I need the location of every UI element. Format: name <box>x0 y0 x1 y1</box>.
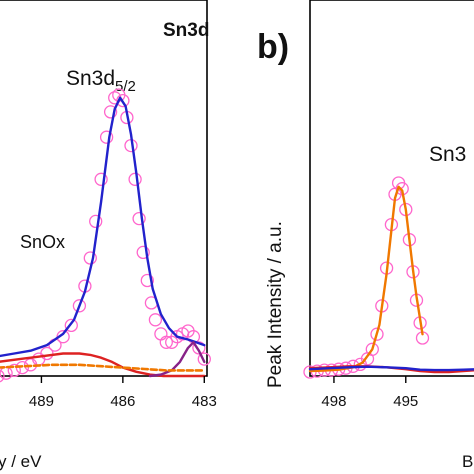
panel-a-x-tick-label: 486 <box>110 393 135 410</box>
annotation-snox: SnOx <box>20 232 65 252</box>
panel-a-fit-line <box>0 96 206 358</box>
panel-a-data-point <box>72 299 87 313</box>
panel-b-x-tick-label: 498 <box>321 393 346 410</box>
panel-a-plot <box>0 88 211 383</box>
panel-a-data-point <box>140 273 154 288</box>
panel-a-data-point <box>159 335 173 349</box>
panel-b-x-axis-label: B <box>462 452 473 471</box>
panel-a-data-point <box>0 369 5 383</box>
annotation-sn3d52-main: Sn3d <box>66 67 115 90</box>
panel-a-title: Sn3d <box>163 20 209 41</box>
panel-a-data-point <box>83 251 97 265</box>
panel-b-label: b) <box>257 28 289 66</box>
panel-a-data-point <box>132 211 146 226</box>
panel-a-data-point <box>136 245 150 260</box>
panel-a-data-point <box>94 172 108 186</box>
panel-a-data-point <box>64 318 78 333</box>
panel-b: b) Peak Intensity / a.u. Sn3 498 495 B <box>257 0 474 471</box>
panel-b-fit-line <box>308 185 424 373</box>
panel-b-ticks: 498 495 <box>321 376 418 410</box>
panel-a-fit-line <box>0 363 206 372</box>
panel-b-x-tick-label: 495 <box>393 393 418 410</box>
panel-a-x-tick-label: 483 <box>192 393 217 410</box>
panel-a-data-point <box>154 327 168 341</box>
panel-a-data-point <box>89 214 103 229</box>
panel-a-data-point <box>0 366 13 380</box>
panel-a-data-point <box>128 172 142 186</box>
panel-a-fit-line <box>0 352 206 378</box>
panel-a-data-point <box>116 93 130 108</box>
panel-a-data-point <box>40 346 54 361</box>
panel-b-data-point <box>370 327 384 341</box>
panel-a-data-point <box>7 363 21 378</box>
panel-a-data-point <box>103 105 118 119</box>
panel-b-data-point <box>365 342 379 356</box>
panel-a-x-tick-label: 489 <box>29 393 54 410</box>
panel-b-plot <box>303 176 474 379</box>
panel-a-data-point <box>192 341 206 355</box>
panel-a-data-point <box>148 313 163 327</box>
panel-a-data-point <box>197 352 211 366</box>
panel-a-x-axis-label: y / eV <box>0 452 42 471</box>
annotation-sn3d52: Sn3d5/2 <box>66 67 136 95</box>
panel-a-data-point <box>99 130 114 144</box>
panel-b-y-axis-label: Peak Intensity / a.u. <box>265 221 286 388</box>
panel-b-fit-line <box>308 365 474 372</box>
annotation-sn3d52-sub: 5/2 <box>115 78 136 95</box>
annotation-sn3: Sn3 <box>429 143 466 166</box>
panel-a-fit-line <box>148 341 206 378</box>
panel-a: Sn3d Sn3d5/2 SnOx 489 486 483 y / eV <box>0 0 217 471</box>
panel-b-frame <box>309 0 474 377</box>
panel-a-ticks: 489 486 483 <box>29 376 217 410</box>
panel-a-frame <box>0 0 208 377</box>
